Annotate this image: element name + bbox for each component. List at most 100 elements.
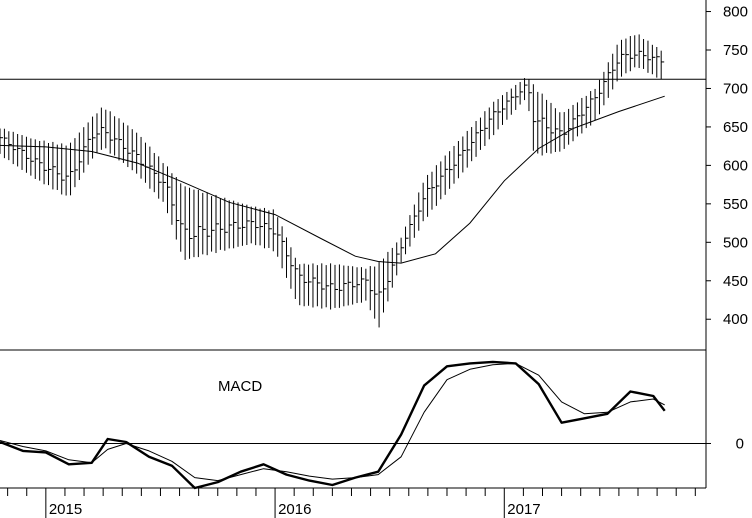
price-bar [506, 91, 510, 120]
price-bar [109, 111, 114, 154]
price-bar [171, 173, 175, 225]
price-bar [625, 38, 629, 74]
price-bar [576, 102, 581, 137]
price-bar [444, 155, 449, 195]
price-tick-label: 700 [723, 80, 748, 97]
chart-frame [0, 0, 707, 489]
price-bar [241, 203, 246, 246]
price-bar [61, 143, 65, 195]
price-bar [197, 189, 202, 258]
price-bar [581, 97, 585, 134]
macd-signal-line [0, 362, 665, 482]
price-bar [202, 192, 206, 255]
price-bar [471, 127, 475, 162]
price-bar [43, 140, 48, 185]
price-bar [263, 207, 268, 249]
price-bar [660, 50, 665, 80]
price-bar [559, 112, 563, 152]
price-bar [656, 46, 660, 78]
price-bar [167, 166, 171, 214]
price-tick-label: 750 [723, 42, 748, 59]
macd-line [0, 360, 666, 490]
price-bar [629, 36, 634, 72]
price-bar [316, 265, 321, 307]
price-bar [590, 91, 594, 126]
price-bar [493, 101, 497, 136]
price-bar [25, 136, 30, 173]
price-bar [30, 138, 34, 176]
price-bar [347, 265, 352, 306]
price-bar [488, 107, 493, 140]
price-bar [281, 226, 286, 269]
price-bar [272, 209, 277, 252]
price-bar [515, 84, 519, 110]
price-bar [479, 117, 484, 150]
price-bar [431, 171, 435, 210]
price-bar [422, 182, 427, 222]
price-bar [65, 145, 70, 196]
price-bar [409, 215, 413, 247]
price-bar [114, 116, 118, 156]
price-bar [162, 163, 167, 202]
price-bar [484, 111, 488, 146]
price-bar [612, 53, 616, 90]
price-bar [312, 263, 316, 308]
price-bar [34, 139, 39, 179]
price-bar [87, 122, 92, 165]
price-bar [554, 108, 559, 152]
price-bar [228, 200, 233, 249]
price-bar [568, 108, 572, 145]
price-bar [643, 39, 647, 69]
price-bar [360, 267, 365, 303]
price-tick-label: 600 [723, 157, 748, 174]
price-bar [259, 208, 264, 246]
price-bar [651, 44, 656, 75]
price-bar [184, 186, 189, 260]
price-bar [290, 247, 294, 289]
price-bar [634, 35, 638, 68]
price-bar [294, 257, 299, 299]
price-bar [418, 192, 422, 231]
price-bar [374, 266, 378, 319]
price-bar [343, 265, 347, 307]
price-bar [175, 177, 180, 240]
price-bar [497, 99, 502, 130]
price-tick-label: 500 [723, 234, 748, 251]
price-bar [144, 142, 149, 183]
price-bar [510, 88, 515, 115]
price-bar [435, 165, 440, 206]
price-tick-label: 650 [723, 119, 748, 136]
price-bar [594, 88, 599, 121]
price-bar [246, 204, 250, 246]
price-tick-label: 400 [723, 311, 748, 328]
price-bar [378, 261, 383, 328]
price-bar [237, 202, 242, 247]
price-bar [21, 135, 26, 170]
price-bar [268, 210, 272, 248]
price-bar [83, 127, 87, 173]
price-bar [131, 129, 136, 171]
price-bar [255, 206, 259, 246]
price-bar [519, 81, 524, 105]
price-bar [180, 183, 184, 252]
price-bar [47, 142, 52, 186]
price-bar [334, 264, 339, 308]
price-bar [52, 141, 56, 190]
price-bar [585, 95, 590, 129]
price-bar [352, 266, 356, 305]
year-label: 2017 [507, 501, 540, 518]
price-tick-label: 450 [723, 273, 748, 290]
price-bar [206, 192, 211, 256]
price-bar [440, 161, 444, 200]
x-axis: 2015 2016 2017 [7, 488, 696, 518]
price-bar [215, 194, 219, 254]
price-bar [149, 146, 153, 189]
price-bar [603, 71, 607, 106]
price-bar [338, 264, 343, 308]
price-bar [74, 138, 78, 188]
year-label: 2016 [278, 501, 311, 518]
price-bar [105, 109, 109, 149]
price-bar [158, 156, 162, 199]
price-tick-label: 800 [723, 4, 748, 21]
price-bar [211, 196, 215, 252]
